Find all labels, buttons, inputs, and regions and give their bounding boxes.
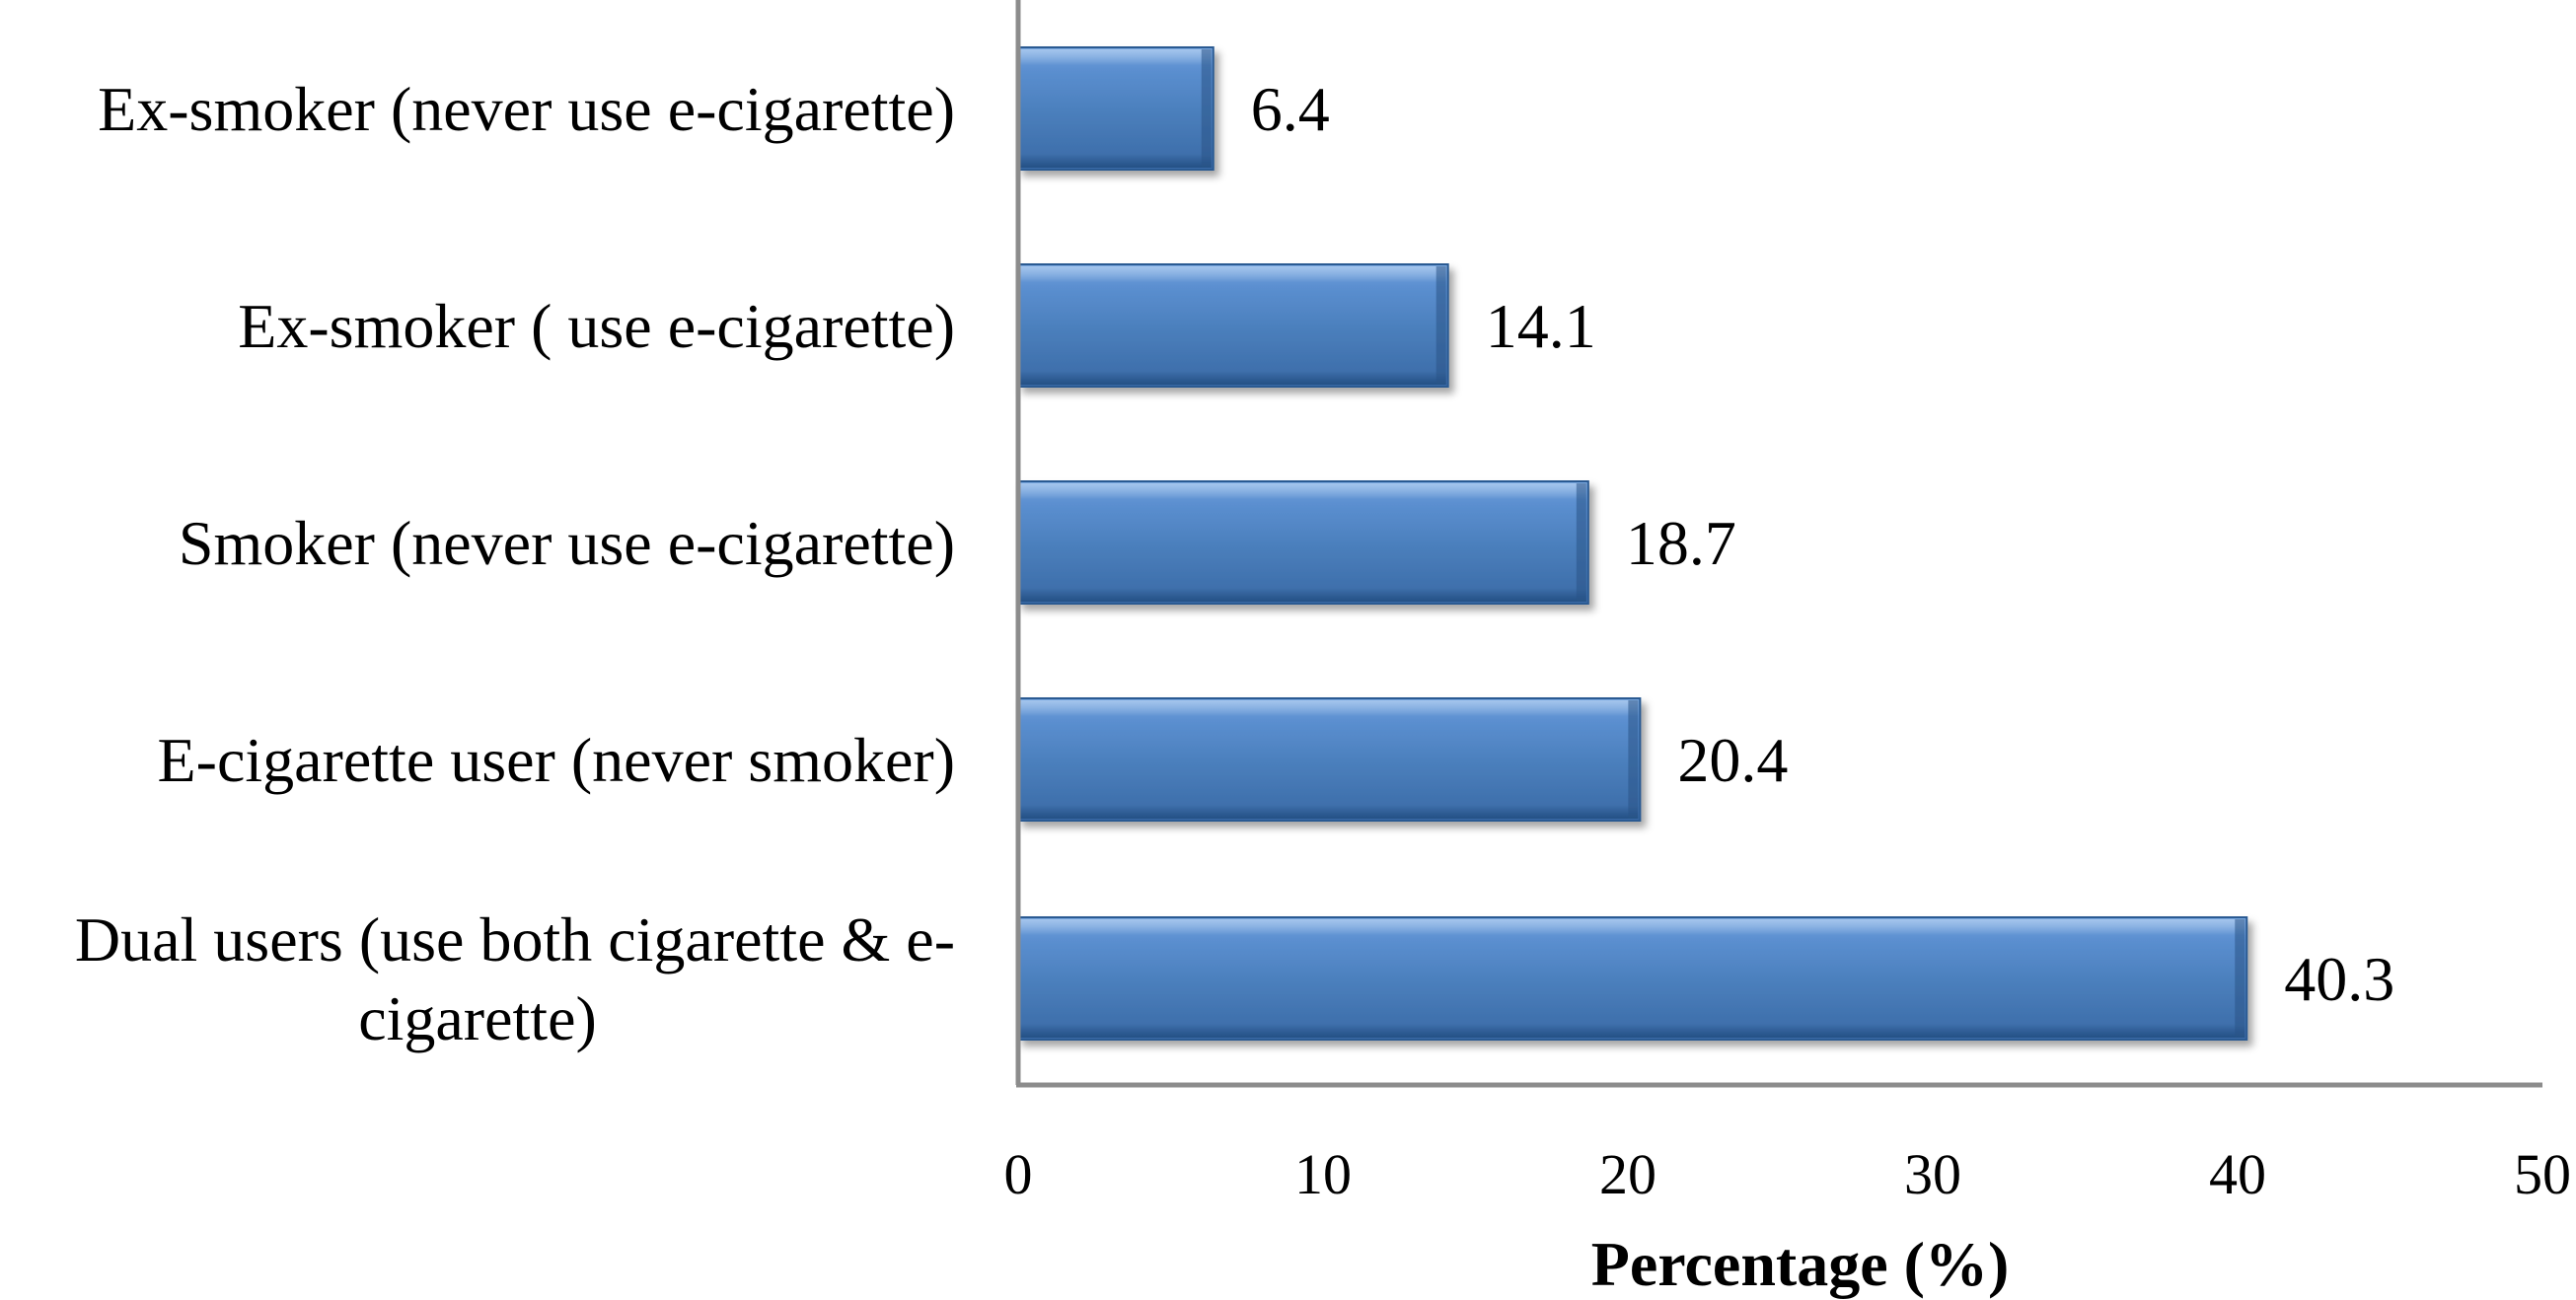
- category-label: Ex-smoker (never use e-cigarette): [98, 74, 955, 144]
- category-label: Dual users (use both cigarette & e-: [75, 904, 955, 975]
- bar-edge: [1020, 1024, 2245, 1038]
- x-tick-label: 50: [2514, 1142, 2571, 1206]
- category-labels: Ex-smoker (never use e-cigarette) Ex-smok…: [75, 74, 955, 1053]
- bar-end-bevel: [1576, 483, 1586, 602]
- value-label: 40.3: [2284, 944, 2394, 1014]
- bar-highlight: [1020, 919, 2245, 935]
- bar: [1017, 916, 2248, 1041]
- value-label: 6.4: [1251, 74, 1330, 144]
- x-axis-title: Percentage (%): [1591, 1229, 2010, 1299]
- bar-highlight: [1020, 266, 1446, 282]
- category-label: cigarette): [358, 983, 597, 1053]
- bars-layer: [1017, 46, 2248, 1041]
- bar-edge: [1020, 154, 1212, 168]
- value-label: 18.7: [1626, 508, 1736, 578]
- bar: [1017, 46, 1214, 171]
- bar-edge: [1020, 805, 1639, 819]
- bar-body: [1017, 480, 1589, 605]
- bar-end-bevel: [1435, 266, 1446, 385]
- category-label: E-cigarette user (never smoker): [158, 725, 955, 795]
- x-tick-label: 10: [1294, 1142, 1352, 1206]
- bar: [1017, 480, 1589, 605]
- bar-edge: [1020, 588, 1586, 602]
- bar-body: [1017, 46, 1214, 171]
- x-tick-label: 40: [2209, 1142, 2266, 1206]
- bar-end-bevel: [2235, 919, 2245, 1038]
- bar-end-bevel: [1201, 49, 1212, 168]
- value-label: 14.1: [1486, 291, 1596, 361]
- bar-body: [1017, 916, 2248, 1041]
- category-label: Ex-smoker ( use e-cigarette): [238, 291, 955, 361]
- x-tick-label: 30: [1904, 1142, 1961, 1206]
- value-labels: 6.4 14.1 18.7 20.4 40.3: [1251, 74, 2395, 1014]
- x-tick-label: 20: [1599, 1142, 1656, 1206]
- value-label: 20.4: [1677, 725, 1788, 795]
- bar-edge: [1020, 371, 1446, 385]
- x-tick-label: 0: [1004, 1142, 1033, 1206]
- bar-body: [1017, 263, 1449, 388]
- bar-highlight: [1020, 49, 1212, 65]
- bar: [1017, 697, 1642, 822]
- bar-body: [1017, 697, 1642, 822]
- bar-end-bevel: [1628, 700, 1639, 819]
- bar: [1017, 263, 1449, 388]
- bar-highlight: [1020, 700, 1639, 716]
- bar-highlight: [1020, 483, 1586, 499]
- x-tick-labels: 0 10 20 30 40 50: [1004, 1142, 2572, 1206]
- category-label: Smoker (never use e-cigarette): [179, 508, 955, 578]
